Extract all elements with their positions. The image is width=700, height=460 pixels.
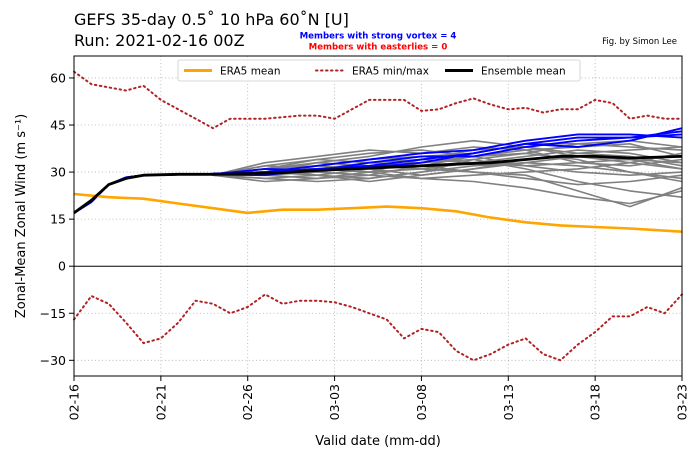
x-tick-label: 02-26 <box>240 384 255 420</box>
strong-vortex-note: Members with strong vortex = 4 <box>300 32 457 42</box>
era5-minmax-line <box>73 293 683 362</box>
y-axis-label: Zonal-Mean Zonal Wind (m s⁻¹) <box>14 114 29 318</box>
x-tick-label: 03-13 <box>501 384 516 420</box>
y-tick-label: 60 <box>50 70 66 85</box>
chart-series <box>73 70 683 362</box>
x-tick-label: 02-21 <box>153 384 168 420</box>
era5-mean-line <box>73 192 683 233</box>
x-tick-label: 02-16 <box>67 384 82 420</box>
y-tick-label: 0 <box>58 259 66 274</box>
legend-label-era5-minmax: ERA5 min/max <box>352 66 429 78</box>
grid <box>73 56 683 376</box>
figure-credit: Fig. by Simon Lee <box>602 37 677 47</box>
x-tick-label: 03-23 <box>675 384 690 420</box>
axis-ticks: 02-16 02-21 02-26 03-03 03-08 03-13 03-18 03-23… <box>40 70 690 420</box>
y-tick-label: 45 <box>50 118 66 133</box>
y-tick-label: −30 <box>40 353 66 368</box>
x-axis-label: Valid date (mm-dd) <box>315 434 441 449</box>
easterlies-note: Members with easterlies = 0 <box>309 43 448 53</box>
x-tick-label: 03-08 <box>414 384 429 420</box>
legend-box <box>177 59 581 82</box>
legend-label-era5-mean: ERA5 mean <box>220 66 280 78</box>
x-tick-label: 03-03 <box>327 384 342 420</box>
y-tick-label: −15 <box>40 306 66 321</box>
run-label: Run: 2021-02-16 00Z <box>74 31 245 50</box>
ensemble-members <box>73 127 683 214</box>
plot-frame <box>73 55 683 377</box>
chart-title: GEFS 35-day 0.5˚ 10 hPa 60˚N [U] <box>74 10 349 29</box>
y-tick-label: 15 <box>50 212 66 227</box>
x-tick-label: 03-18 <box>588 384 603 420</box>
ensemble-mean-line <box>73 154 683 215</box>
legend-label-ensemble-mean: Ensemble mean <box>481 66 566 78</box>
y-tick-label: 30 <box>50 165 66 180</box>
era5-minmax-line <box>73 70 683 130</box>
legend: ERA5 mean ERA5 min/max Ensemble mean <box>177 59 581 82</box>
